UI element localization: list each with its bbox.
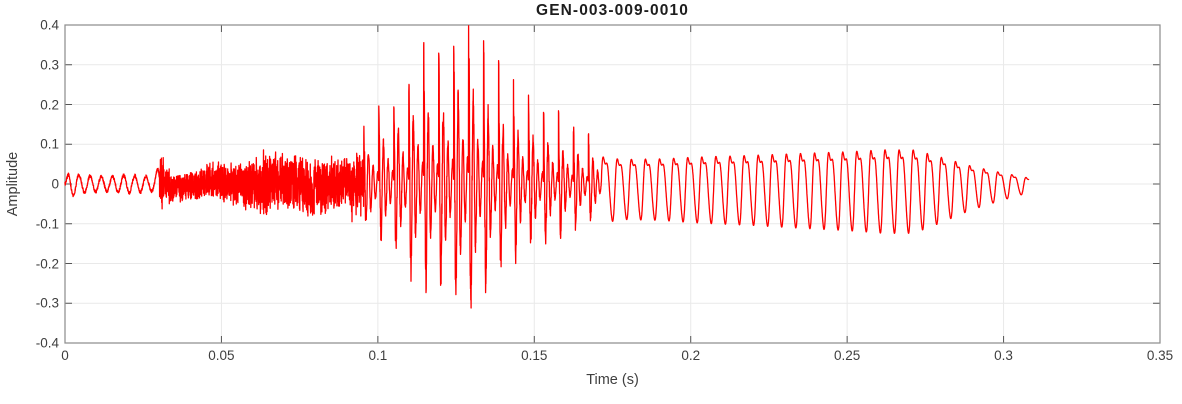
y-tick-label: 0 <box>51 176 59 192</box>
x-tick-label: 0.35 <box>1146 348 1174 363</box>
x-axis-label: Time (s) <box>586 372 639 388</box>
y-tick-label: -0.2 <box>35 256 59 271</box>
x-tick-label: 0.3 <box>994 348 1013 363</box>
y-axis-label: Amplitude <box>5 151 21 217</box>
y-tick-label: -0.4 <box>35 335 59 351</box>
y-tick-label: -0.1 <box>35 216 59 232</box>
y-tick-label: -0.3 <box>35 295 59 311</box>
chart-title: GEN-003-009-0010 <box>536 2 689 19</box>
x-tick-label: 0.2 <box>681 348 701 363</box>
x-tick-label: 0.25 <box>834 348 861 363</box>
waveform-trace <box>64 25 1030 309</box>
y-tick-label: 0.2 <box>40 97 59 112</box>
y-tick-label: 0.1 <box>40 136 59 152</box>
x-tick-label: 0.15 <box>521 348 548 363</box>
x-tick-label: 0.1 <box>368 348 388 363</box>
x-tick-label: 0 <box>61 348 69 363</box>
y-tick-label: 0.3 <box>40 57 59 73</box>
y-tick-label: 0.4 <box>40 17 59 33</box>
x-tick-label: 0.05 <box>208 348 235 363</box>
